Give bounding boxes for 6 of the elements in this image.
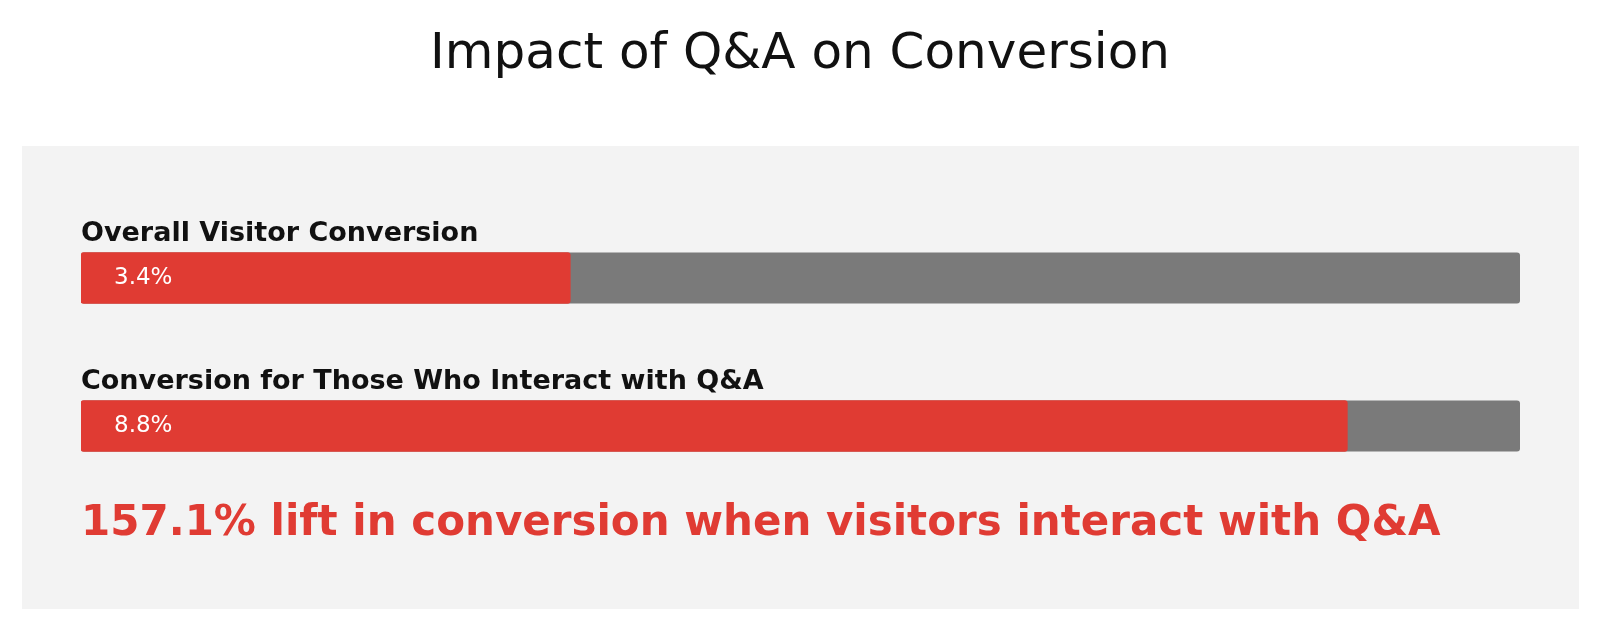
data-label: 8.8% <box>114 410 173 437</box>
y-tick-label: Conversion for Those Who Interact with Q&A <box>81 363 764 395</box>
y-tick-label: Overall Visitor Conversion <box>81 215 479 247</box>
chart-title: Impact of Q&A on Conversion <box>429 22 1171 80</box>
text: 157.1% lift in conversion when visitors interact with Q&A <box>81 496 1442 545</box>
data-label: 3.4% <box>114 262 173 289</box>
